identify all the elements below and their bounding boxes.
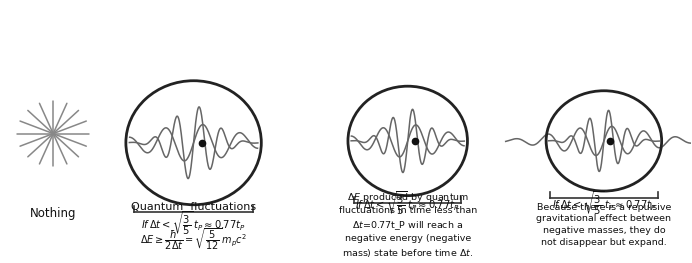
Circle shape — [129, 83, 259, 202]
Circle shape — [350, 88, 465, 194]
Text: $If\,\Delta t < \sqrt{\dfrac{3}{5}}\,t_P \approx 0.77t_P$: $If\,\Delta t < \sqrt{\dfrac{3}{5}}\,t_P… — [356, 189, 460, 217]
Text: $\Delta E \geq \dfrac{\hbar}{2\Delta t} = \sqrt{\dfrac{5}{12}}\,m_p c^2$: $\Delta E \geq \dfrac{\hbar}{2\Delta t} … — [140, 226, 247, 252]
Text: Quantum  fluctuations: Quantum fluctuations — [131, 201, 256, 211]
Text: Because there is a repulsive
gravitational effect between
negative masses, they : Because there is a repulsive gravitation… — [536, 203, 671, 247]
Text: Nothing: Nothing — [30, 207, 76, 220]
Text: $If\,\Delta t < \sqrt{\dfrac{3}{5}}\,t_P \approx 0.77t_P$: $If\,\Delta t < \sqrt{\dfrac{3}{5}}\,t_P… — [141, 209, 246, 237]
Text: $If\,\Delta t < \sqrt{\dfrac{3}{5}}\,t_P \approx 0.77t_P$: $If\,\Delta t < \sqrt{\dfrac{3}{5}}\,t_P… — [552, 189, 656, 217]
Text: $\Delta E$ produced by quantum
fluctuations in time less than
$\Delta t$=0.77t_P: $\Delta E$ produced by quantum fluctuati… — [338, 191, 477, 259]
Ellipse shape — [547, 92, 660, 190]
